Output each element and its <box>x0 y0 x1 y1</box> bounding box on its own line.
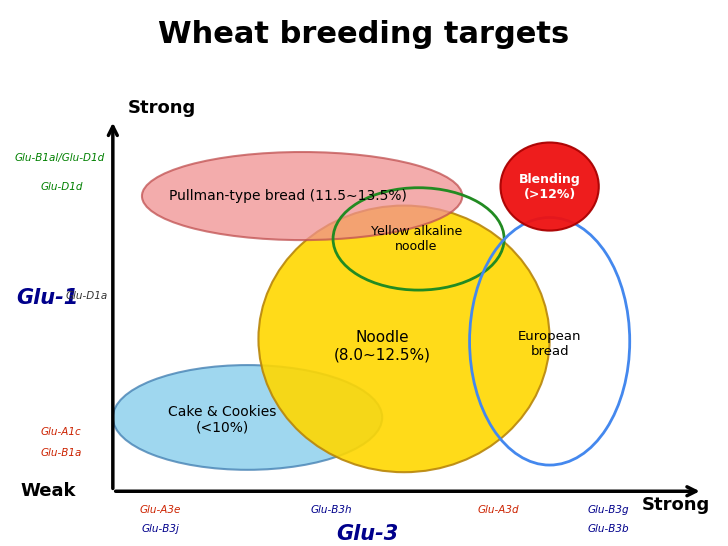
Text: Blending
(>12%): Blending (>12%) <box>519 173 580 200</box>
Text: Yellow alkaline
noodle: Yellow alkaline noodle <box>371 225 462 253</box>
Text: Glu-B3g: Glu-B3g <box>587 505 629 515</box>
Text: Cake & Cookies
(<10%): Cake & Cookies (<10%) <box>168 405 276 435</box>
Ellipse shape <box>258 206 550 472</box>
Text: Weak: Weak <box>21 482 76 500</box>
Text: Glu-B3b: Glu-B3b <box>587 524 629 535</box>
Text: Glu-1: Glu-1 <box>16 288 79 308</box>
Text: Strong: Strong <box>641 496 710 514</box>
Text: Glu-D1a: Glu-D1a <box>66 291 108 301</box>
Text: Pullman-type bread (11.5∼13.5%): Pullman-type bread (11.5∼13.5%) <box>169 189 406 203</box>
Text: Glu-A3d: Glu-A3d <box>478 505 520 515</box>
Text: Noodle
(8.0∼12.5%): Noodle (8.0∼12.5%) <box>333 330 431 362</box>
Text: Glu-A1c: Glu-A1c <box>40 427 81 437</box>
Text: Glu-B3h: Glu-B3h <box>310 505 352 515</box>
Text: Strong: Strong <box>127 99 196 117</box>
Text: Glu-3: Glu-3 <box>336 524 399 544</box>
Text: Glu-B3j: Glu-B3j <box>141 524 179 535</box>
Text: Glu-D1d: Glu-D1d <box>40 181 82 192</box>
Ellipse shape <box>501 143 598 230</box>
Ellipse shape <box>142 152 462 240</box>
Text: Glu-B1a: Glu-B1a <box>40 448 82 458</box>
Ellipse shape <box>113 365 382 470</box>
Text: European
bread: European bread <box>518 330 582 358</box>
Text: Glu-B1al/Glu-D1d: Glu-B1al/Glu-D1d <box>15 153 105 163</box>
Text: Glu-A3e: Glu-A3e <box>140 505 181 515</box>
Text: Wheat breeding targets: Wheat breeding targets <box>159 20 569 50</box>
